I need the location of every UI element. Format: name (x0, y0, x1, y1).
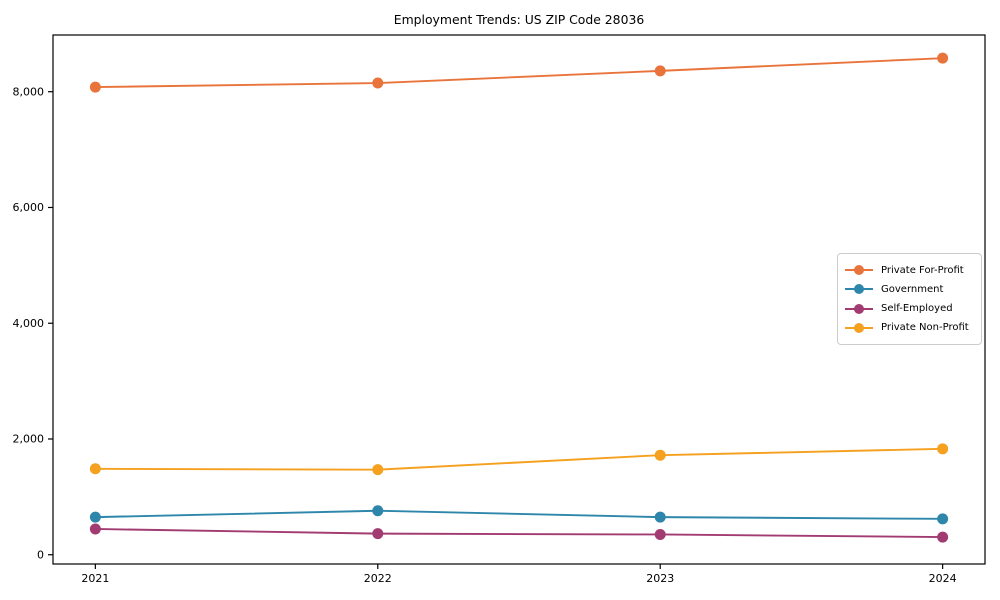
x-tick-label: 2023 (646, 572, 674, 585)
legend-item-self-employed: Self-Employed (844, 303, 975, 315)
data-point-self-employed (937, 531, 949, 543)
data-point-private-for-profit (89, 81, 101, 93)
legend-marker-icon (845, 284, 873, 295)
data-point-private-non-profit (937, 443, 949, 455)
legend-item-label: Self-Employed (881, 303, 953, 315)
legend-marker-icon (845, 322, 873, 333)
legend-marker-icon (845, 265, 873, 276)
legend-item-label: Government (881, 283, 944, 295)
data-point-government (372, 505, 384, 517)
data-point-government (654, 511, 666, 523)
legend-item-label: Private For-Profit (881, 264, 964, 276)
data-point-private-for-profit (937, 52, 949, 64)
series-line-self-employed (95, 528, 943, 539)
x-tick-label: 2021 (81, 572, 109, 585)
axes-frame (52, 34, 986, 565)
x-tick-label: 2022 (364, 572, 392, 585)
data-point-self-employed (372, 528, 384, 540)
series-line-private-for-profit (95, 57, 943, 89)
data-point-private-non-profit (372, 464, 384, 476)
chart-title: Employment Trends: US ZIP Code 28036 (393, 12, 645, 27)
legend-item-label: Private Non-Profit (881, 322, 969, 334)
y-tick-label: 0 (37, 548, 44, 561)
series-line-private-non-profit (95, 447, 943, 471)
data-point-self-employed (89, 523, 101, 535)
legend-marker-icon (845, 303, 873, 314)
x-tick-label: 2024 (929, 572, 957, 585)
legend-item-private-for-profit: Private For-Profit (844, 264, 975, 276)
y-tick-label: 8,000 (13, 85, 45, 98)
data-point-private-non-profit (654, 449, 666, 461)
series-line-government (95, 509, 943, 520)
data-point-government (89, 511, 101, 523)
legend: Private For-Profit Government Self-Employe… (837, 253, 982, 345)
legend-item-private-non-profit: Private Non-Profit (844, 322, 975, 334)
data-point-private-for-profit (654, 65, 666, 77)
data-point-self-employed (654, 528, 666, 540)
data-point-private-for-profit (372, 77, 384, 89)
legend-item-government: Government (844, 283, 975, 295)
data-point-government (937, 513, 949, 525)
y-tick-label: 4,000 (13, 317, 45, 330)
y-tick-label: 6,000 (13, 201, 45, 214)
y-tick-label: 2,000 (13, 433, 45, 446)
data-point-private-non-profit (89, 463, 101, 475)
